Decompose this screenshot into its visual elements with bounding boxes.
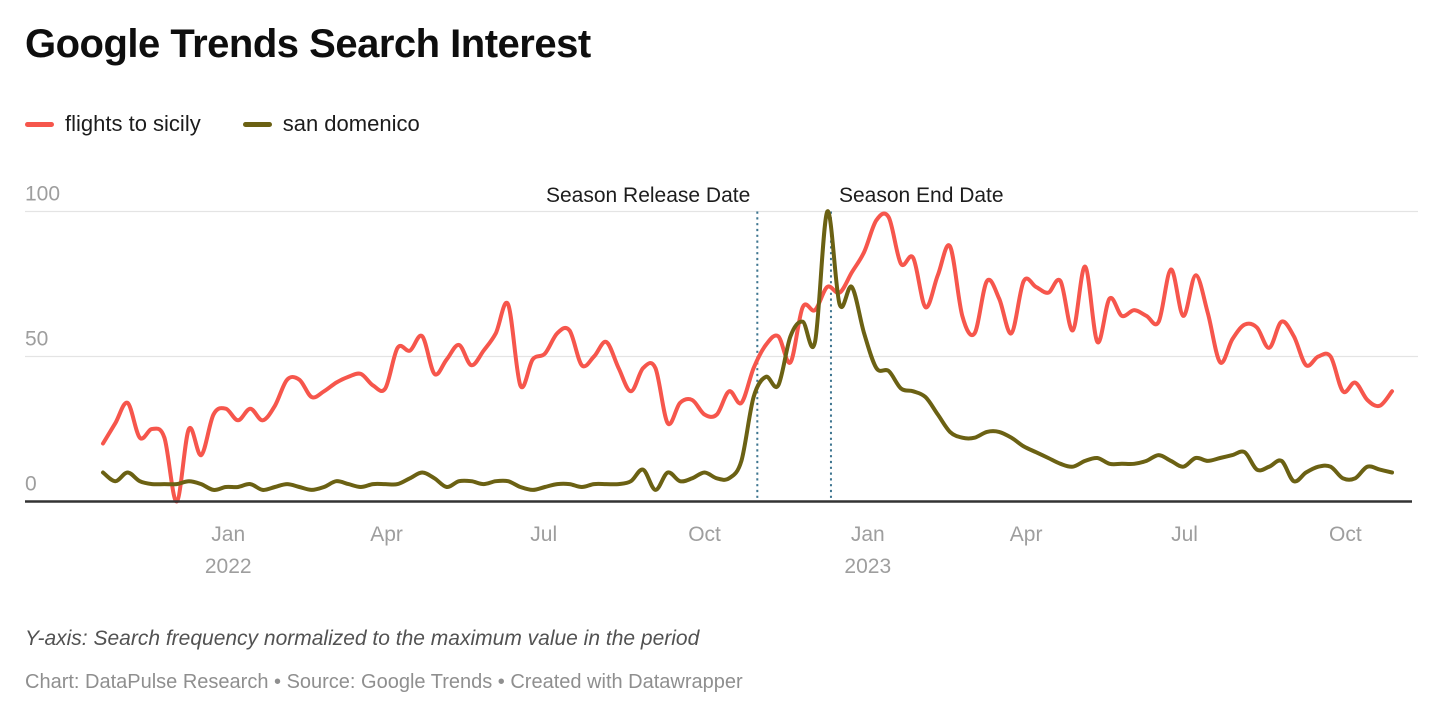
x-tick-year-2023: 2023	[844, 555, 891, 578]
x-tick-year-2022: 2022	[205, 555, 252, 578]
y-tick-label-100: 100	[25, 183, 60, 206]
y-tick-label-50: 50	[25, 328, 48, 351]
credits-line: Chart: DataPulse Research • Source: Goog…	[25, 671, 743, 693]
x-tick-label-2: Jul	[530, 523, 557, 546]
legend-swatch-red	[25, 121, 54, 127]
legend-item-san-domenico: san domenico	[242, 111, 420, 136]
page-title: Google Trends Search Interest	[25, 22, 591, 66]
x-tick-label-5: Apr	[1010, 523, 1043, 546]
y-axis-note: Y-axis: Search frequency normalized to t…	[25, 627, 700, 650]
x-tick-label-0: Jan	[211, 523, 245, 546]
series-line-san-domenico	[101, 209, 1394, 492]
x-tick-label-4: Jan	[851, 523, 885, 546]
legend-label: san domenico	[282, 111, 420, 136]
x-tick-label-3: Oct	[688, 523, 721, 546]
y-tick-label-0: 0	[25, 473, 37, 496]
x-tick-label-6: Jul	[1171, 523, 1198, 546]
legend-label: flights to sicily	[65, 111, 201, 136]
legend: flights to sicily san domenico	[25, 113, 420, 135]
annotation-label-1: Season End Date	[839, 184, 1004, 207]
x-tick-label-7: Oct	[1329, 523, 1362, 546]
legend-swatch-olive	[242, 121, 272, 127]
annotation-label-0: Season Release Date	[546, 184, 750, 207]
series-line-flights-to-sicily	[101, 211, 1394, 504]
x-tick-label-1: Apr	[370, 523, 403, 546]
legend-item-flights-to-sicily: flights to sicily	[25, 113, 201, 135]
